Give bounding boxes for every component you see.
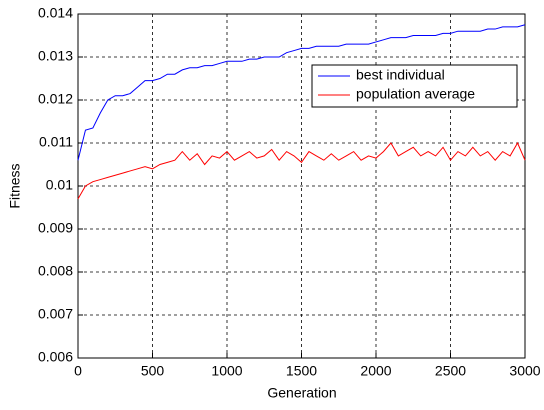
y-tick-label: 0.006: [38, 349, 73, 365]
series-line: [77, 141, 526, 200]
y-tick-label: 0.011: [39, 134, 73, 150]
y-tick-label: 0.014: [38, 5, 73, 21]
y-tick-label: 0.01: [46, 177, 73, 193]
legend-label: population average: [356, 86, 475, 102]
x-tick-label: 1000: [211, 363, 242, 379]
y-tick-label: 0.013: [38, 48, 73, 64]
legend-box: [311, 64, 518, 108]
y-tick-label: 0.012: [38, 91, 73, 107]
y-axis-label: Fitness: [7, 163, 23, 208]
y-tick-label: 0.008: [38, 263, 73, 279]
plot-frame: [77, 13, 526, 359]
series-line: [77, 24, 526, 161]
x-tick-label: 1500: [286, 363, 317, 379]
x-tick-label: 500: [141, 363, 165, 379]
y-tick-label: 0.007: [38, 306, 73, 322]
x-tick-label: 3000: [509, 363, 540, 379]
x-tick-label: 0: [74, 363, 82, 379]
legend-label: best individual: [356, 67, 445, 83]
y-tick-label: 0.009: [38, 220, 73, 236]
x-axis-label: Generation: [267, 385, 336, 401]
x-tick-label: 2000: [360, 363, 391, 379]
x-tick-label: 2500: [435, 363, 466, 379]
